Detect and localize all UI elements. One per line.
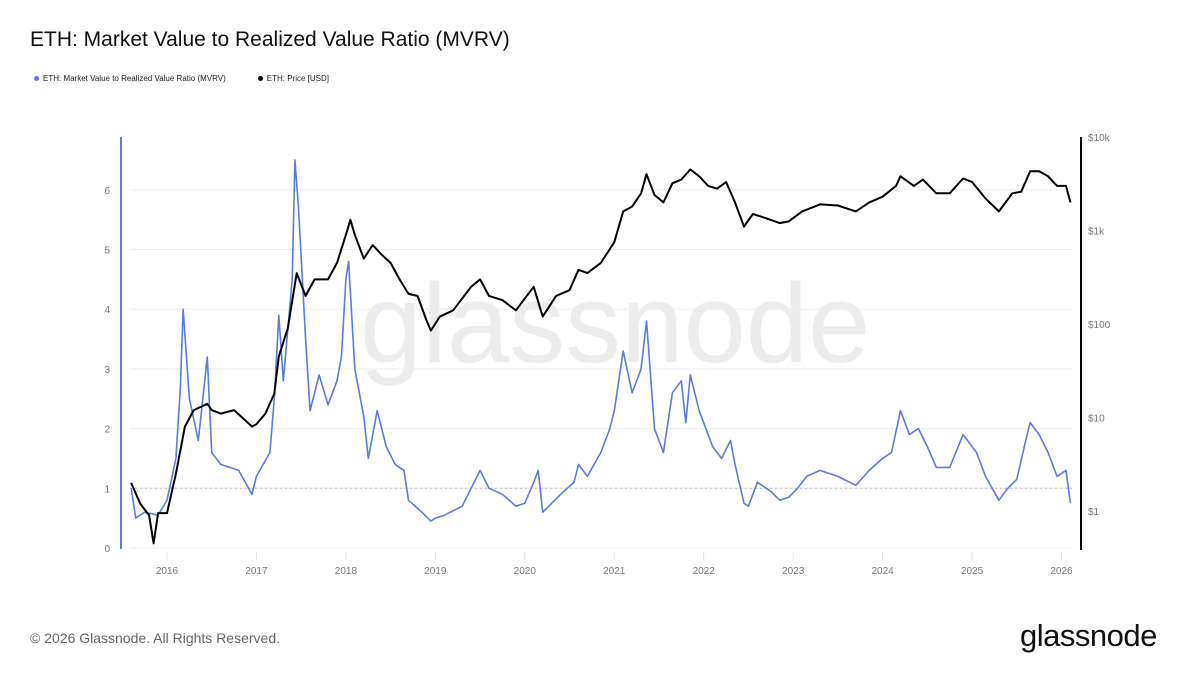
y-right-tick-label: $100 <box>1088 320 1111 331</box>
y-left-tick-label: 1 <box>104 484 110 495</box>
series-line-price <box>130 168 1072 545</box>
x-tick-label: 2023 <box>782 566 805 577</box>
legend: ETH: Market Value to Realized Value Rati… <box>34 74 329 83</box>
y-right-tick-label: $1k <box>1088 227 1105 238</box>
glassnode-logo: glassnode <box>1020 618 1157 653</box>
y-left-tick-label: 4 <box>104 305 110 316</box>
legend-label-price: ETH: Price [USD] <box>266 74 329 83</box>
x-tick-label: 2019 <box>424 566 447 577</box>
y-right-tick-label: $10k <box>1088 133 1111 144</box>
legend-label-mvrv: ETH: Market Value to Realized Value Rati… <box>43 74 226 83</box>
copyright-footer: © 2026 Glassnode. All Rights Reserved. <box>30 630 281 646</box>
y-left-tick-label: 0 <box>104 544 110 555</box>
x-tick-label: 2018 <box>335 566 358 577</box>
y-left-tick-label: 3 <box>104 365 110 376</box>
chart-title: ETH: Market Value to Realized Value Rati… <box>30 28 510 51</box>
legend-marker-price <box>257 76 263 81</box>
legend-item-mvrv[interactable]: ETH: Market Value to Realized Value Rati… <box>34 74 226 83</box>
legend-marker-mvrv <box>34 76 39 81</box>
x-tick-label: 2017 <box>245 566 268 577</box>
x-tick-label: 2025 <box>961 566 984 577</box>
y-left-tick-label: 2 <box>104 425 110 436</box>
y-right-tick-label: $10 <box>1088 414 1105 425</box>
series-line-mvrv <box>130 159 1072 522</box>
x-tick-label: 2024 <box>871 566 894 577</box>
x-tick-label: 2016 <box>156 566 179 577</box>
y-left-tick-label: 6 <box>104 186 110 197</box>
x-tick-label: 2026 <box>1050 566 1073 577</box>
x-tick-label: 2020 <box>514 566 537 577</box>
x-tick-label: 2022 <box>693 566 716 577</box>
y-right-tick-label: $1 <box>1088 507 1100 518</box>
x-tick-label: 2021 <box>603 566 626 577</box>
legend-item-price[interactable]: ETH: Price [USD] <box>257 74 329 83</box>
watermark: glassnode <box>360 261 871 386</box>
y-left-tick-label: 5 <box>104 246 110 257</box>
